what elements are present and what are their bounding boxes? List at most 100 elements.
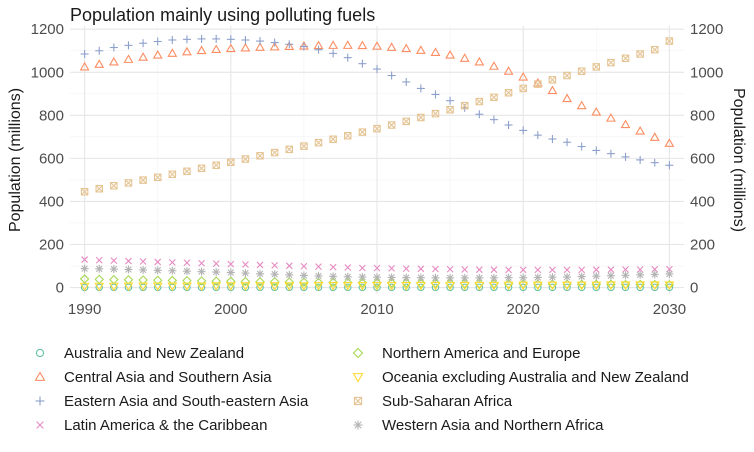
data-point <box>386 278 397 288</box>
data-point <box>343 272 352 281</box>
x-tick-label: 2020 <box>507 301 540 318</box>
data-point <box>636 266 644 273</box>
data-point <box>152 282 163 292</box>
data-point <box>182 282 192 292</box>
data-point <box>269 276 280 287</box>
y-tick-label-left: 1200 <box>31 21 64 38</box>
data-point <box>372 41 382 50</box>
data-point <box>474 56 485 66</box>
data-point <box>152 49 163 59</box>
data-point <box>270 148 279 157</box>
data-point <box>519 266 527 274</box>
legend-marker <box>35 396 45 406</box>
data-point <box>416 273 425 282</box>
legend-key-icon <box>353 420 363 430</box>
data-point <box>298 282 309 291</box>
data-point <box>401 278 412 288</box>
data-point <box>227 260 235 268</box>
data-point <box>503 281 514 291</box>
data-point <box>270 38 279 47</box>
data-point <box>620 281 631 291</box>
legend-label: Australia and New Zealand <box>64 344 245 362</box>
data-point <box>285 145 294 154</box>
data-point <box>167 48 178 57</box>
data-point <box>547 281 558 291</box>
data-point <box>313 282 324 291</box>
data-point <box>285 262 293 270</box>
data-point <box>270 270 279 279</box>
data-point <box>329 263 337 271</box>
x-tick-label: 2030 <box>653 301 686 318</box>
series-2 <box>80 34 674 170</box>
data-point <box>358 264 366 272</box>
data-point <box>402 273 411 282</box>
y-axis-title-left: Population (millions) <box>7 88 24 232</box>
data-point <box>299 42 308 51</box>
data-point <box>168 170 177 179</box>
data-point <box>445 49 456 59</box>
data-point <box>430 47 441 57</box>
data-point <box>358 272 367 281</box>
data-point <box>591 106 602 116</box>
data-point <box>211 44 222 54</box>
data-point <box>475 283 484 292</box>
data-point <box>650 158 659 167</box>
data-point <box>138 275 148 285</box>
data-point <box>505 266 512 274</box>
data-point <box>240 42 251 52</box>
data-point <box>255 276 265 287</box>
data-point <box>490 93 498 102</box>
data-point <box>577 67 586 75</box>
data-point <box>80 188 89 196</box>
data-point <box>563 266 571 274</box>
legend-marker <box>353 396 363 406</box>
data-point <box>563 272 572 281</box>
legend-key-icon <box>36 421 44 429</box>
data-point <box>562 281 572 291</box>
data-point <box>446 105 454 114</box>
data-point <box>386 42 397 51</box>
y-tick-label-right: 600 <box>690 150 715 167</box>
data-point <box>665 283 674 292</box>
data-point <box>402 77 411 86</box>
data-point <box>139 39 148 48</box>
legend-key-icon <box>35 396 45 406</box>
data-point <box>446 283 454 292</box>
data-point <box>227 158 235 167</box>
data-point <box>503 66 514 75</box>
data-point <box>108 282 119 292</box>
data-point <box>284 282 295 291</box>
data-point <box>475 273 484 282</box>
data-point <box>373 65 381 74</box>
data-point <box>605 113 616 122</box>
data-point <box>167 282 178 292</box>
data-point <box>79 282 90 292</box>
data-point <box>358 128 367 136</box>
data-point <box>372 278 382 288</box>
data-point <box>183 167 191 176</box>
data-point <box>446 96 455 105</box>
legend-marker <box>34 371 46 381</box>
data-point <box>299 271 308 280</box>
data-point <box>547 85 558 95</box>
data-point <box>372 282 382 291</box>
data-point <box>110 257 118 265</box>
data-point <box>621 271 630 280</box>
data-point <box>271 261 279 269</box>
data-point <box>534 266 542 274</box>
data-point <box>315 263 322 271</box>
data-point <box>196 45 207 55</box>
data-point <box>519 273 528 282</box>
data-point <box>607 283 615 292</box>
y-tick-label-left: 600 <box>39 150 64 167</box>
data-point <box>196 276 207 286</box>
data-point <box>635 281 646 291</box>
data-point <box>460 283 469 292</box>
y-tick-label-right: 1200 <box>690 21 723 38</box>
legend-item: Central Asia and Southern Asia <box>28 365 272 389</box>
data-point <box>182 275 192 286</box>
data-point <box>607 58 615 67</box>
data-point <box>489 61 499 70</box>
legend-item: Latin America & the Caribbean <box>28 413 267 437</box>
data-point <box>109 43 118 52</box>
